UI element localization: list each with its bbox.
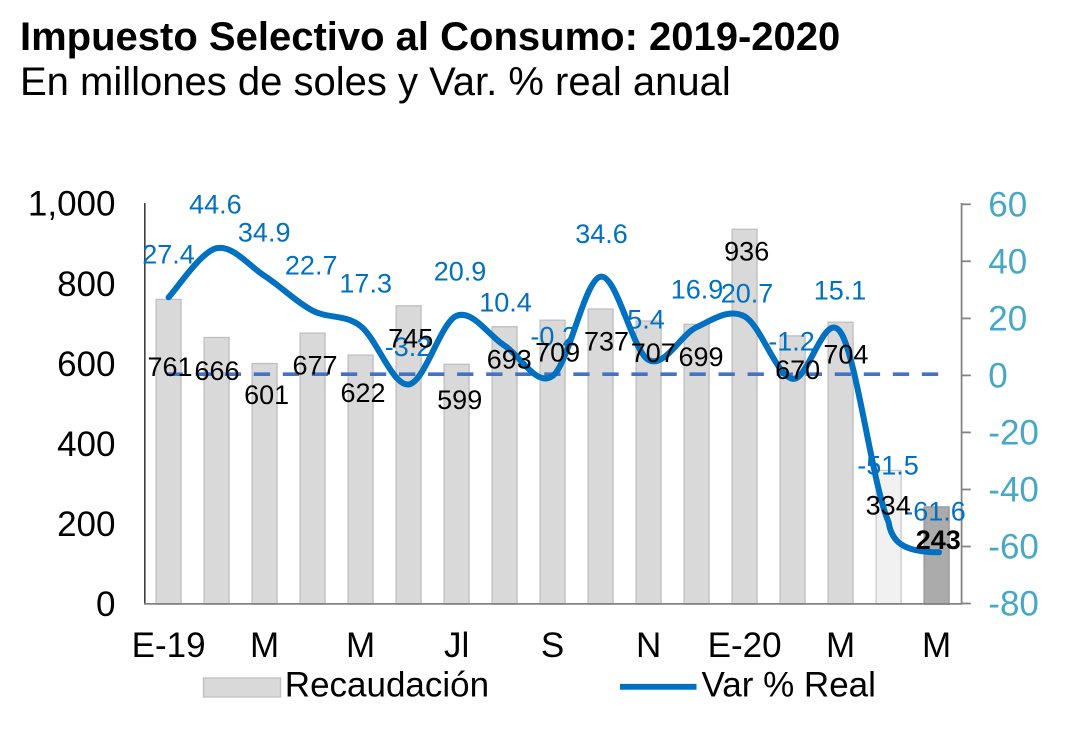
- svg-text:Impuesto Selectivo al Consumo:: Impuesto Selectivo al Consumo: 2019-2020: [20, 15, 840, 59]
- svg-text:27.4: 27.4: [142, 239, 195, 269]
- svg-text:601: 601: [244, 380, 289, 410]
- svg-text:Var % Real: Var % Real: [702, 665, 876, 704]
- svg-text:600: 600: [57, 345, 115, 384]
- svg-text:17.3: 17.3: [339, 268, 392, 298]
- svg-text:-20: -20: [988, 413, 1039, 452]
- svg-text:666: 666: [194, 356, 239, 386]
- svg-text:16.9: 16.9: [671, 274, 724, 304]
- svg-text:34.9: 34.9: [238, 217, 291, 247]
- svg-text:M: M: [826, 626, 855, 665]
- svg-text:0: 0: [988, 356, 1007, 395]
- svg-text:15.1: 15.1: [814, 275, 867, 305]
- svg-text:670: 670: [775, 355, 820, 385]
- svg-text:707: 707: [631, 338, 676, 368]
- svg-text:622: 622: [340, 378, 385, 408]
- svg-text:599: 599: [437, 385, 482, 415]
- svg-text:20.9: 20.9: [434, 256, 487, 286]
- svg-text:0: 0: [96, 585, 115, 624]
- svg-text:699: 699: [678, 342, 723, 372]
- svg-text:936: 936: [724, 236, 769, 266]
- svg-text:-3.2: -3.2: [385, 332, 432, 362]
- svg-text:709: 709: [535, 337, 580, 367]
- svg-text:677: 677: [292, 351, 337, 381]
- svg-text:200: 200: [57, 505, 115, 544]
- svg-text:Recaudación: Recaudación: [285, 665, 489, 704]
- svg-text:22.7: 22.7: [285, 250, 338, 280]
- svg-text:-80: -80: [988, 585, 1039, 624]
- svg-text:704: 704: [823, 339, 868, 369]
- svg-text:E-20: E-20: [708, 626, 782, 665]
- svg-text:-60: -60: [988, 528, 1039, 567]
- svg-text:E-19: E-19: [132, 626, 206, 665]
- svg-text:S: S: [541, 626, 564, 665]
- svg-text:761: 761: [147, 352, 192, 382]
- svg-text:Jl: Jl: [444, 626, 469, 665]
- svg-text:-1.2: -1.2: [768, 326, 815, 356]
- svg-text:334: 334: [866, 490, 911, 520]
- svg-text:693: 693: [487, 345, 532, 375]
- svg-text:5.4: 5.4: [627, 304, 665, 334]
- svg-text:20: 20: [988, 299, 1027, 338]
- svg-text:60: 60: [988, 185, 1027, 224]
- svg-text:34.6: 34.6: [575, 219, 628, 249]
- svg-text:737: 737: [584, 326, 629, 356]
- svg-text:-51.5: -51.5: [857, 450, 919, 480]
- svg-text:44.6: 44.6: [189, 190, 242, 220]
- svg-text:M: M: [922, 626, 951, 665]
- svg-text:10.4: 10.4: [479, 287, 532, 317]
- svg-text:745: 745: [388, 324, 433, 354]
- svg-text:1,000: 1,000: [28, 185, 116, 224]
- svg-text:M: M: [250, 626, 279, 665]
- svg-text:-0.2: -0.2: [530, 321, 577, 351]
- svg-text:243: 243: [916, 525, 961, 555]
- svg-text:-40: -40: [988, 471, 1039, 510]
- svg-text:N: N: [636, 626, 661, 665]
- svg-text:400: 400: [57, 425, 115, 464]
- svg-text:800: 800: [57, 265, 115, 304]
- svg-text:M: M: [346, 626, 375, 665]
- svg-text:40: 40: [988, 242, 1027, 281]
- svg-text:20.7: 20.7: [721, 278, 774, 308]
- svg-text:-61.6: -61.6: [904, 496, 966, 526]
- svg-text:En millones de soles y Var. %: En millones de soles y Var. % real anual: [20, 60, 731, 104]
